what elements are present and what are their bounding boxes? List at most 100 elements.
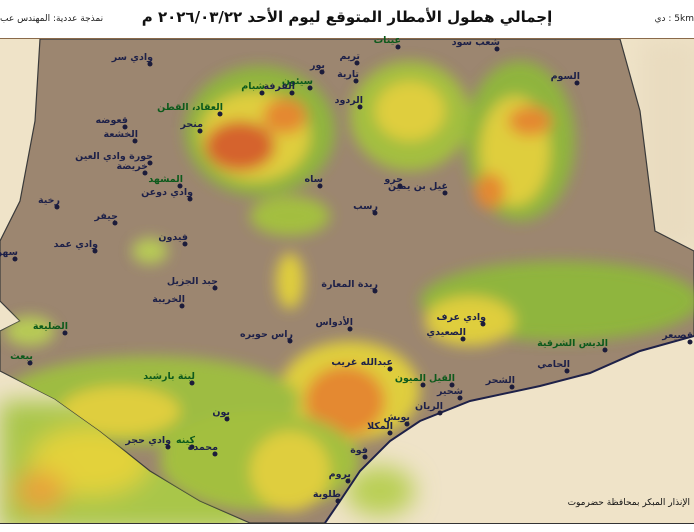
place-label: سهوه — [0, 247, 18, 258]
place-marker — [509, 384, 515, 390]
place-marker — [357, 104, 363, 110]
place-marker — [187, 196, 193, 202]
place-label: طلوبة — [312, 489, 341, 500]
place-marker — [132, 138, 138, 144]
place-label: قصيعر — [662, 330, 693, 341]
place-label: الخريبة — [152, 294, 185, 305]
place-label: الحامي — [537, 359, 570, 370]
place-marker — [687, 339, 693, 345]
map-title: إجمالي هطول الأمطار المتوقع ليوم الأحد ٢… — [141, 8, 553, 26]
place-marker — [62, 330, 68, 336]
place-marker — [449, 382, 455, 388]
place-marker — [217, 111, 223, 117]
place-label: ساه — [304, 174, 323, 185]
place-marker — [420, 382, 426, 388]
place-marker — [189, 380, 195, 386]
place-marker — [353, 78, 359, 84]
place-marker — [387, 430, 393, 436]
source-caption: الإنذار المبكر بمحافظة حضرموت — [567, 498, 690, 508]
place-label: شعب سود — [451, 37, 500, 48]
place-label: سيئون — [281, 76, 313, 87]
place-label: الصعيدي — [426, 327, 466, 338]
place-marker — [354, 60, 360, 66]
place-marker — [442, 190, 448, 196]
place-marker — [372, 288, 378, 294]
place-label: بويش — [383, 412, 410, 423]
place-marker — [212, 285, 218, 291]
place-marker — [457, 395, 463, 401]
place-label: يبعث — [10, 351, 33, 362]
place-label: الشحر — [485, 375, 515, 386]
place-marker — [92, 248, 98, 254]
place-marker — [404, 421, 410, 427]
place-marker — [460, 336, 466, 342]
place-label: قعوضه — [95, 115, 128, 126]
place-label: الخشعة — [103, 129, 138, 140]
place-label: بور — [310, 60, 325, 71]
place-marker — [372, 210, 378, 216]
place-marker — [197, 128, 203, 134]
place-label: منحر — [180, 119, 203, 130]
place-label: رسب — [353, 201, 378, 212]
rainfall-map: عينات تريم شعب سود وادي سر بور تارية سيئون شبام… — [0, 35, 694, 524]
place-marker — [602, 347, 608, 353]
place-marker — [387, 366, 393, 372]
place-label: الريان — [415, 401, 443, 412]
place-marker — [189, 444, 195, 450]
place-marker — [224, 416, 230, 422]
place-label: الميون — [394, 373, 426, 384]
place-label: خريضة — [116, 161, 148, 172]
place-label: تريم — [339, 51, 361, 62]
place-label: رخية — [38, 195, 60, 206]
place-label: عينات — [373, 35, 401, 46]
place-marker — [182, 241, 188, 247]
place-label: راس حويره — [239, 329, 293, 340]
place-label: الضليعة — [32, 321, 68, 332]
place-marker — [112, 220, 118, 226]
place-label: الردود — [334, 95, 363, 106]
place-label: بروم — [328, 469, 351, 480]
place-marker — [142, 170, 148, 176]
place-label: وادي عرف — [436, 312, 487, 323]
place-label: وادي دوعن — [141, 187, 193, 198]
place-label: فيدون — [158, 232, 188, 243]
place-label: المكلا — [367, 421, 393, 432]
place-label: جبد الجزيل — [166, 276, 218, 287]
place-label: الديس الشرقية — [537, 338, 608, 349]
place-marker — [480, 321, 486, 327]
place-marker — [437, 410, 443, 416]
place-label: وادي حجر — [125, 435, 171, 446]
place-marker — [165, 444, 171, 450]
place-marker — [212, 451, 218, 457]
place-label: الأدواس — [315, 317, 353, 328]
map-canvas — [0, 39, 694, 523]
rainfall-overlay — [0, 61, 694, 511]
place-marker — [147, 61, 153, 67]
place-label: غيل بن يمين — [388, 181, 448, 192]
place-marker — [287, 338, 293, 344]
place-marker — [395, 44, 401, 50]
place-marker — [27, 360, 33, 366]
place-label: شبام — [241, 81, 265, 92]
place-label: السوم — [550, 71, 580, 82]
place-label: حورة وادي العين — [75, 151, 153, 162]
place-label: محمدة — [187, 442, 218, 453]
place-marker — [54, 204, 60, 210]
place-label: المشهد — [148, 174, 183, 185]
place-label: فوة — [350, 445, 368, 456]
place-label: جيفر — [94, 211, 118, 222]
place-marker — [317, 183, 323, 189]
place-marker — [347, 326, 353, 332]
header: نمذجة عددية: المهندس عب إجمالي هطول الأم… — [0, 0, 694, 38]
place-marker — [177, 183, 183, 189]
place-label: القرفة — [263, 81, 295, 92]
place-label: عبدالله غريب — [331, 357, 393, 368]
place-label: العقاد، القطن — [157, 102, 223, 113]
place-label: وادي سر — [111, 52, 153, 63]
place-label: بون — [212, 407, 230, 418]
place-label: لبنة بارشيد — [143, 371, 195, 382]
place-marker — [494, 46, 500, 52]
coastline — [324, 335, 694, 523]
model-credit: نمذجة عددية: المهندس عب — [0, 14, 104, 24]
